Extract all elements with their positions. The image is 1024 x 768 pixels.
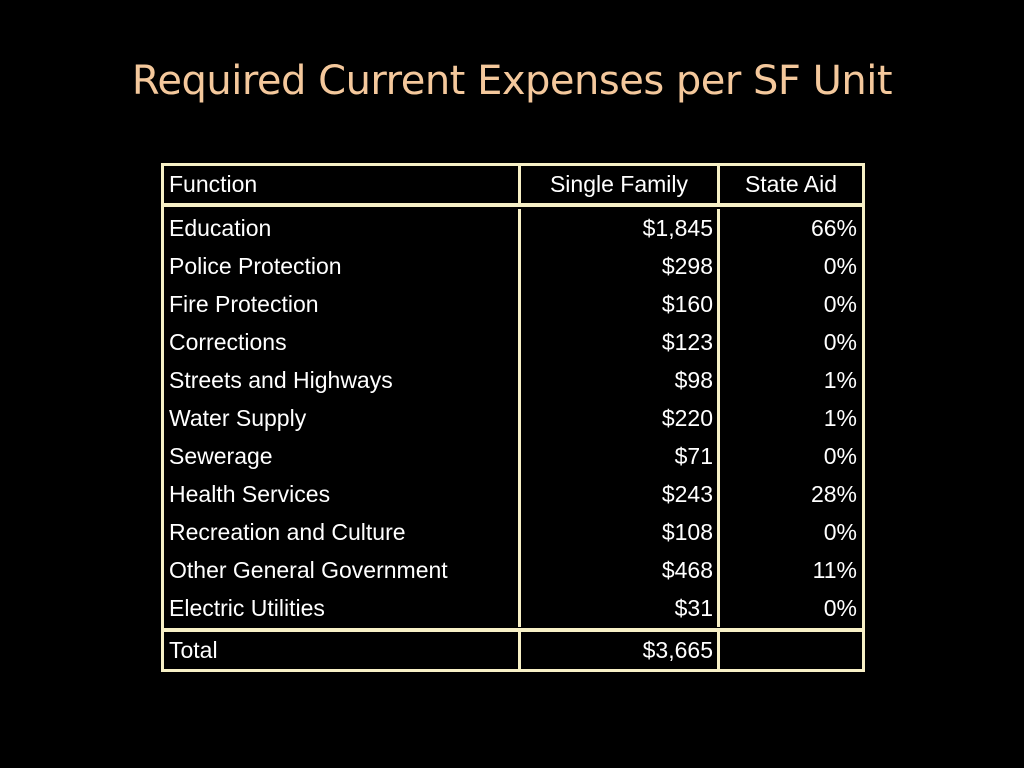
state-aid-cell: 0% — [823, 290, 857, 317]
function-cell: Other General Government — [164, 551, 521, 589]
single-family-cell: $31 — [521, 589, 720, 627]
single-family-cell: $468 — [521, 551, 720, 589]
function-cell: Streets and Highways — [164, 361, 521, 399]
function-cell: Recreation and Culture — [164, 513, 521, 551]
state-aid-cell: 0% — [823, 594, 857, 621]
single-family-cell: $220 — [521, 399, 720, 437]
function-cell: Education — [164, 209, 521, 247]
header-function: Function — [164, 166, 521, 203]
total-state-aid — [720, 632, 862, 669]
slide-title: Required Current Expenses per SF Unit — [131, 58, 893, 104]
table-row: Streets and Highways $98 1% — [164, 361, 862, 399]
single-family-cell: $243 — [521, 475, 720, 513]
single-family-cell: $160 — [521, 285, 720, 323]
header-single-family: Single Family — [521, 166, 720, 203]
table-row: Other General Government $468 11% — [164, 551, 862, 589]
function-cell: Electric Utilities — [164, 589, 521, 627]
function-cell: Fire Protection — [164, 285, 521, 323]
table-row: Education $1,845 66% — [164, 209, 862, 247]
function-cell: Health Services — [164, 475, 521, 513]
table-row: Recreation and Culture $108 0% — [164, 513, 862, 551]
state-aid-cell: 1% — [823, 404, 857, 431]
single-family-cell: $298 — [521, 247, 720, 285]
table-total-row: Total $3,665 — [164, 628, 862, 669]
function-cell: Water Supply — [164, 399, 521, 437]
single-family-cell: $1,845 — [521, 209, 720, 247]
table-row: Sewerage $71 0% — [164, 437, 862, 475]
single-family-cell: $108 — [521, 513, 720, 551]
table-row: Corrections $123 0% — [164, 323, 862, 361]
state-aid-cell: 0% — [823, 252, 857, 279]
table-row: Health Services $243 28% — [164, 475, 862, 513]
single-family-cell: $98 — [521, 361, 720, 399]
state-aid-cell: 0% — [823, 328, 857, 355]
state-aid-cell: 1% — [823, 366, 857, 393]
total-single-family: $3,665 — [521, 632, 720, 669]
single-family-cell: $71 — [521, 437, 720, 475]
header-state-aid: State Aid — [744, 171, 838, 197]
state-aid-cell: 0% — [823, 518, 857, 545]
table-row: Water Supply $220 1% — [164, 399, 862, 437]
table-row: Fire Protection $160 0% — [164, 285, 862, 323]
table-body: Education $1,845 66% Police Protection $… — [164, 207, 862, 628]
state-aid-cell: 66% — [810, 214, 857, 241]
state-aid-cell: 11% — [812, 556, 857, 583]
single-family-cell: $123 — [521, 323, 720, 361]
function-cell: Corrections — [164, 323, 521, 361]
function-cell: Sewerage — [164, 437, 521, 475]
table-row: Electric Utilities $31 0% — [164, 589, 862, 627]
table-header-row: Function Single Family State Aid — [164, 166, 862, 207]
function-cell: Police Protection — [164, 247, 521, 285]
total-label: Total — [164, 632, 521, 669]
state-aid-cell: 0% — [823, 442, 857, 469]
state-aid-cell: 28% — [810, 480, 857, 507]
table-row: Police Protection $298 0% — [164, 247, 862, 285]
expenses-table: Function Single Family State Aid Educati… — [161, 163, 865, 672]
